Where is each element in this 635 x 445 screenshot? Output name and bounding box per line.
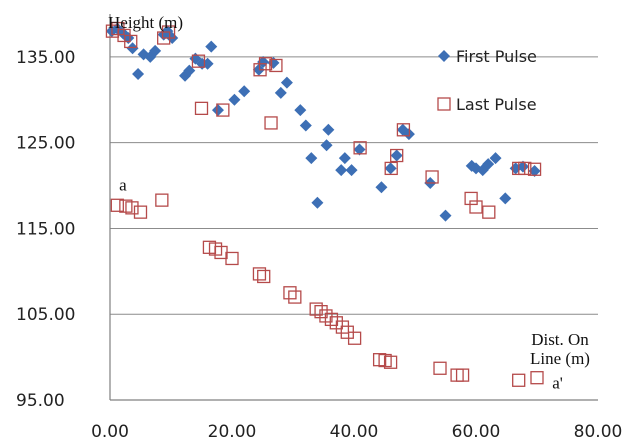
y-tick-labels: 95.00 105.00 115.00 125.00 135.00 [16,48,75,411]
legend-item-first-pulse: First Pulse [438,47,537,66]
point-first-pulse [338,152,351,165]
point-first-pulse [499,192,512,205]
x-tick-label: 0.00 [91,422,129,442]
point-last-pulse [194,101,209,116]
y-tick-label: 125.00 [16,134,75,154]
point-last-pulse [518,161,532,176]
point-last-pulse [125,201,139,215]
point-last-pulse [353,141,367,155]
point-first-pulse [311,196,324,209]
point-first-pulse [335,164,348,177]
x-axis-label-line1: Dist. On [531,330,589,349]
point-first-pulse [149,44,162,57]
point-last-pulse [155,193,169,207]
y-tick-label: 135.00 [16,48,75,68]
point-last-pulse [347,331,362,345]
point-first-pulse [384,162,397,175]
point-last-pulse [257,269,271,284]
x-tick-label: 40.00 [330,422,379,442]
x-tick-labels: 0.00 20.00 40.00 60.00 80.00 [91,422,622,442]
y-axis-label: Height (m) [108,13,183,32]
point-first-pulse [482,158,495,171]
point-first-pulse [516,160,529,173]
point-last-pulse [469,200,483,214]
point-first-pulse [320,139,333,152]
legend-item-last-pulse: Last Pulse [437,95,537,114]
point-first-pulse [439,209,452,222]
point-last-pulse [314,304,328,319]
point-last-pulse [396,123,411,137]
point-first-pulse [205,40,218,53]
point-last-pulse [110,198,124,212]
legend-diamond-marker [438,50,450,62]
point-last-pulse [482,205,496,219]
point-last-pulse [133,205,148,219]
point-first-pulse [305,152,318,165]
x-tick-label: 80.00 [574,422,623,442]
point-last-pulse [288,290,302,304]
point-first-pulse [211,104,224,117]
point-last-pulse [335,320,350,334]
point-first-pulse [489,152,502,165]
point-first-pulse [322,123,335,136]
point-first-pulse [280,76,293,89]
annotation-a-prime: a' [552,373,563,392]
x-tick-label: 20.00 [208,422,257,442]
x-axis-label-line2: Line (m) [530,349,590,368]
point-last-pulse [264,116,278,130]
point-last-pulse [530,371,544,385]
point-last-pulse [512,373,526,387]
point-last-pulse [216,103,230,117]
point-last-pulse [283,286,297,300]
legend-square-marker [437,97,451,111]
point-first-pulse [390,149,403,162]
series-last-pulse [105,21,544,387]
point-last-pulse [455,368,470,382]
legend-label-first-pulse: First Pulse [456,47,537,66]
point-last-pulse [527,162,542,176]
series-first-pulse [105,22,541,222]
point-first-pulse [299,119,312,132]
point-last-pulse [309,302,323,316]
point-first-pulse [132,68,145,81]
point-first-pulse [345,164,358,177]
annotation-a: a [119,175,127,194]
y-tick-label: 115.00 [16,219,75,239]
y-tick-label: 95.00 [16,391,65,411]
point-last-pulse [269,58,283,73]
point-first-pulse [294,104,307,117]
point-last-pulse [225,251,239,266]
point-last-pulse [252,267,267,281]
x-tick-label: 60.00 [452,422,501,442]
data-points [105,21,544,387]
point-last-pulse [464,191,478,206]
point-last-pulse [433,361,447,375]
point-last-pulse [191,54,206,68]
point-last-pulse [425,170,439,184]
point-last-pulse [124,34,138,49]
point-last-pulse [258,57,273,71]
point-first-pulse [528,164,541,177]
point-last-pulse [383,355,398,369]
legend: First Pulse Last Pulse [437,47,537,114]
point-last-pulse [390,148,404,163]
point-first-pulse [375,181,388,194]
point-last-pulse [384,161,398,176]
point-last-pulse [324,312,339,327]
y-tick-label: 105.00 [16,305,75,325]
point-first-pulse [228,93,241,106]
point-last-pulse [161,25,176,39]
legend-label-last-pulse: Last Pulse [456,95,537,114]
point-first-pulse [238,85,251,98]
point-first-pulse [274,86,287,99]
point-first-pulse [126,42,139,55]
point-first-pulse [353,143,366,156]
